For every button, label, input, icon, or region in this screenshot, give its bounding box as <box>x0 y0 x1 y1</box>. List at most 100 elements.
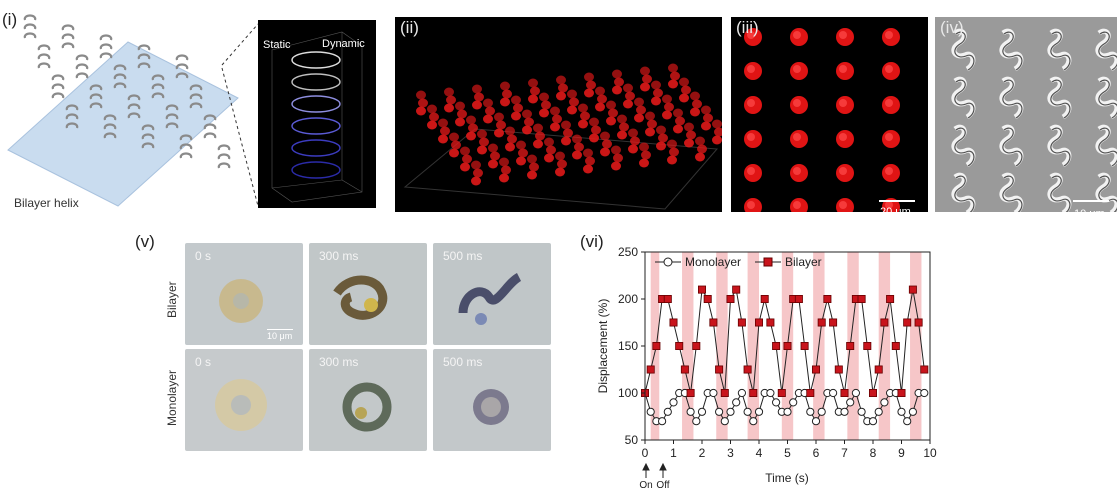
red-helix-blob <box>586 81 596 90</box>
helix-turn <box>292 118 340 134</box>
red-helix-blob <box>471 161 481 170</box>
helix-3d-model-box: Static Dynamic <box>258 20 376 208</box>
red-helix-blob <box>668 80 678 89</box>
red-helix-blob <box>457 110 467 119</box>
red-helix-blob <box>656 126 666 135</box>
monolayer-point <box>664 408 671 415</box>
x-tick-label: 6 <box>813 446 820 460</box>
monolayer-point <box>869 418 876 425</box>
bilayer-point <box>750 389 757 396</box>
monolayer-point <box>898 408 905 415</box>
red-helix-blob <box>511 112 521 121</box>
monolayer-point <box>790 399 797 406</box>
sem-helix <box>1098 127 1117 166</box>
x-axis-label: Time (s) <box>765 471 809 485</box>
sem-helix <box>954 79 974 118</box>
red-helix-blob <box>600 132 610 141</box>
legend-monolayer-label: Monolayer <box>685 255 741 269</box>
bilayer-point <box>710 319 717 326</box>
bilayer-point <box>835 366 842 373</box>
red-helix-blob <box>667 156 677 165</box>
sem-helix <box>1098 79 1117 118</box>
red-helix-blob <box>455 102 465 111</box>
monolayer-point <box>721 418 728 425</box>
red-helix-blob <box>611 162 621 171</box>
red-helix-blob <box>533 124 543 133</box>
time-label: 500 ms <box>443 355 482 369</box>
red-helix-blob <box>507 135 517 144</box>
monolayer-point <box>841 408 848 415</box>
bilayer-point <box>687 389 694 396</box>
monolayer-point <box>818 408 825 415</box>
red-helix-blob <box>522 126 532 135</box>
legend-bilayer-label: Bilayer <box>785 255 822 269</box>
x-tick-label: 3 <box>727 446 734 460</box>
red-helix-blob <box>645 128 655 137</box>
x-tick-label: 2 <box>699 446 706 460</box>
red-helix-blob <box>611 146 621 155</box>
micrograph-bilayer-0s: 0 s 10 μm <box>185 243 303 345</box>
monolayer-point <box>881 399 888 406</box>
bilayer-point <box>904 319 911 326</box>
red-helix-blob <box>595 87 605 96</box>
red-helix-blob <box>496 121 506 130</box>
monolayer-point <box>744 408 751 415</box>
bilayer-point <box>761 295 768 302</box>
monolayer-point <box>698 408 705 415</box>
red-helix-blob <box>580 112 590 121</box>
panel-iii-fluorescence-topview: 20 μm <box>731 17 928 212</box>
panel-label-iv: (iv) <box>940 18 964 38</box>
red-helix-blob <box>695 137 705 146</box>
red-helix-blob <box>555 152 565 161</box>
on-label: On <box>639 480 652 490</box>
red-helix-blob <box>544 138 554 147</box>
red-helix-blob <box>640 83 650 92</box>
bilayer-point <box>676 342 683 349</box>
red-helix-blob <box>446 96 456 105</box>
monolayer-point <box>858 408 865 415</box>
red-helix-blob <box>473 169 483 178</box>
monolayer-point <box>852 389 859 396</box>
red-helix-blob <box>556 76 566 85</box>
panel-ii-3d-fluorescence <box>395 17 722 212</box>
red-helix-blob <box>578 104 588 113</box>
red-helix-blob <box>670 72 680 81</box>
red-helix-blob <box>427 121 437 130</box>
bilayer-point <box>698 286 705 293</box>
sem-helix-grid <box>935 17 1117 212</box>
red-helix-blob <box>695 153 705 162</box>
red-helix-blob <box>662 95 672 104</box>
red-helix-blob <box>567 90 577 99</box>
panel-i-caption: Bilayer helix <box>14 196 79 210</box>
bilayer-point <box>704 295 711 302</box>
red-helix-blob <box>561 137 571 146</box>
red-helix-blob <box>500 82 510 91</box>
red-helix-blob <box>546 146 556 155</box>
red-helix-blob <box>527 171 537 180</box>
red-helix-blob <box>697 145 707 154</box>
monolayer-point <box>773 399 780 406</box>
red-helix-blob <box>483 99 493 108</box>
time-label: 0 s <box>195 249 211 263</box>
bilayer-point <box>653 342 660 349</box>
red-helix-blob <box>544 154 554 163</box>
red-helix-blob <box>584 89 594 98</box>
red-helix-blob <box>440 127 450 136</box>
red-helix-blob <box>488 160 498 169</box>
red-helix-blob <box>636 106 646 115</box>
red-helix-blob <box>501 166 511 175</box>
red-helix-blob <box>589 134 599 143</box>
monolayer-point <box>687 408 694 415</box>
sem-helix <box>1050 175 1070 212</box>
red-helix-blob <box>494 113 504 122</box>
red-helix-blob <box>533 140 543 149</box>
red-helix-blob <box>597 95 607 104</box>
red-helix-blob <box>591 126 601 135</box>
micrograph-monolayer-300ms: 300 ms <box>309 349 427 451</box>
bilayer-point <box>818 319 825 326</box>
red-helix-blob <box>449 149 459 158</box>
helix-turn <box>292 74 340 90</box>
bilayer-point <box>847 342 854 349</box>
red-helix-blob <box>569 98 579 107</box>
red-helix-blob <box>584 73 594 82</box>
